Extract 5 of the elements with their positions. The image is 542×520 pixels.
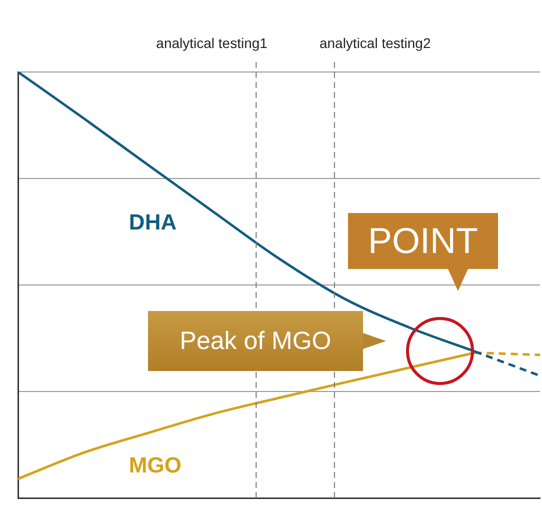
series-label: DHA [128,210,177,235]
text: analytical testing2 [319,35,431,51]
annotation: POINT [348,213,498,269]
text: analytical testing1 [156,35,268,51]
series-label: MGO [128,452,182,478]
